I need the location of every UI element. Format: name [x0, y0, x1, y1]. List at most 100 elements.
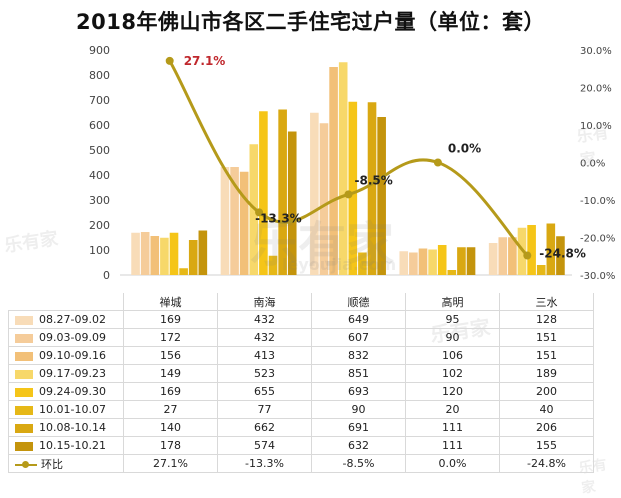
table-cell: 655	[217, 382, 312, 401]
legend-entry: 10.08-10.14	[8, 418, 124, 437]
bar	[527, 225, 536, 275]
legend-label: 环比	[41, 457, 63, 471]
bar	[466, 247, 476, 275]
bar	[310, 112, 319, 275]
ratio-point	[433, 158, 442, 167]
table-cell: 832	[311, 346, 406, 365]
bar	[367, 102, 377, 275]
table-cell: 140	[123, 418, 218, 437]
legend-swatch	[15, 315, 33, 325]
bar	[338, 62, 348, 275]
table-row: 09.24-09.30 169 655 693 120 200	[8, 382, 594, 401]
bar	[536, 265, 546, 275]
legend-entry: 08.27-09.02	[8, 310, 124, 329]
table-cell: 607	[311, 328, 406, 347]
table-cell: 20	[405, 400, 500, 419]
table-cell: 693	[311, 382, 406, 401]
ratio-data-label: 27.1%	[184, 54, 226, 68]
right-axis: -30.0% -20.0% -10.0% 0.0% 10.0% 20.0% 30.0%	[580, 46, 615, 282]
ratio-point	[344, 190, 353, 199]
bar	[437, 245, 447, 275]
table-cell: 189	[499, 364, 594, 383]
table-cell: 206	[499, 418, 594, 437]
table-cell: 156	[123, 346, 218, 365]
table-cell: 128	[499, 310, 594, 329]
table-cell: 90	[311, 400, 406, 419]
legend-entry: 10.01-10.07	[8, 400, 124, 419]
table-cell: 432	[217, 310, 312, 329]
category-label: 禅城	[123, 293, 218, 311]
legend-label: 09.24-09.30	[39, 385, 106, 398]
legend-label: 09.03-09.09	[39, 331, 106, 344]
table-cell: 172	[123, 328, 218, 347]
table-cell: 40	[499, 400, 594, 419]
category-label: 南海	[217, 293, 312, 311]
table-cell: 151	[499, 328, 594, 347]
chart-title: 2018年佛山市各区二手住宅过户量（单位：套）	[76, 10, 545, 34]
table-cell: 102	[405, 364, 500, 383]
y-tick-label: 800	[89, 69, 110, 82]
table-cell: 149	[123, 364, 218, 383]
category-label: 三水	[499, 293, 594, 311]
bar	[169, 232, 179, 275]
table-row: 10.15-10.21 178 574 632 111 155	[8, 436, 594, 455]
bar	[278, 109, 287, 275]
table-cell: 574	[217, 436, 312, 455]
legend-swatch	[15, 351, 33, 361]
table-cell: 77	[217, 400, 312, 419]
table-row: 环比 27.1% -13.3% -8.5% 0.0% -24.8%	[8, 454, 594, 473]
legend-line-swatch	[15, 460, 37, 469]
legend-swatch	[15, 423, 33, 433]
category-label: 顺德	[311, 293, 406, 311]
y-tick-label: 500	[89, 144, 110, 157]
table-cell: -13.3%	[217, 454, 312, 473]
table-cell: -8.5%	[311, 454, 406, 473]
y2-tick-label: 10.0%	[580, 121, 612, 132]
ratio-data-label: -13.3%	[255, 211, 302, 225]
bar	[457, 247, 466, 275]
bar	[546, 223, 556, 275]
bar	[409, 252, 418, 275]
y-tick-label: 300	[89, 194, 110, 207]
table-cell: 90	[405, 328, 500, 347]
bar	[179, 268, 188, 275]
table-cell: 178	[123, 436, 218, 455]
bar	[188, 240, 198, 275]
bar	[268, 255, 278, 275]
table-header-row: 禅城 南海 顺德 高明 三水	[9, 293, 594, 311]
left-axis: 0 100 200 300 400 500 600 700 800 900	[89, 44, 110, 282]
table-cell: 120	[405, 382, 500, 401]
bar	[418, 248, 428, 275]
table-row: 08.27-09.02 169 432 649 95 128	[8, 310, 594, 329]
ratio-data-label: 0.0%	[448, 142, 481, 156]
table-cell: 95	[405, 310, 500, 329]
table-cell: 151	[499, 346, 594, 365]
bar	[447, 270, 457, 275]
ratio-data-label: -8.5%	[355, 173, 393, 187]
legend-entry: 09.17-09.23	[8, 364, 124, 383]
bar	[488, 243, 498, 275]
table-cell: 111	[405, 418, 500, 437]
table-cell: 200	[499, 382, 594, 401]
bar	[160, 237, 169, 275]
y2-tick-label: -10.0%	[580, 196, 615, 207]
table-row: 09.03-09.09 172 432 607 90 151	[8, 328, 594, 347]
table-cell: 0.0%	[405, 454, 500, 473]
legend-swatch	[15, 387, 33, 397]
legend-label: 09.17-09.23	[39, 367, 106, 380]
ratio-data-label: -24.8%	[539, 247, 586, 261]
bar	[140, 232, 150, 275]
table-cell: -24.8%	[499, 454, 594, 473]
bar	[358, 252, 367, 275]
table-cell: 413	[217, 346, 312, 365]
bar	[131, 232, 140, 275]
table-cell: 632	[311, 436, 406, 455]
table-cell: 662	[217, 418, 312, 437]
y-tick-label: 700	[89, 94, 110, 107]
table-corner-cell	[9, 293, 124, 311]
chart-svg: 27.1% -13.3% -8.5% 0.0% -24.8% 0 100 200 300 400…	[89, 44, 615, 282]
table-cell: 27.1%	[123, 454, 218, 473]
data-table: 禅城 南海 顺德 高明 三水 08.27-09.02 169 432 649 95 128 09.03…	[8, 293, 594, 473]
y-tick-label: 200	[89, 219, 110, 232]
bar	[348, 101, 358, 275]
